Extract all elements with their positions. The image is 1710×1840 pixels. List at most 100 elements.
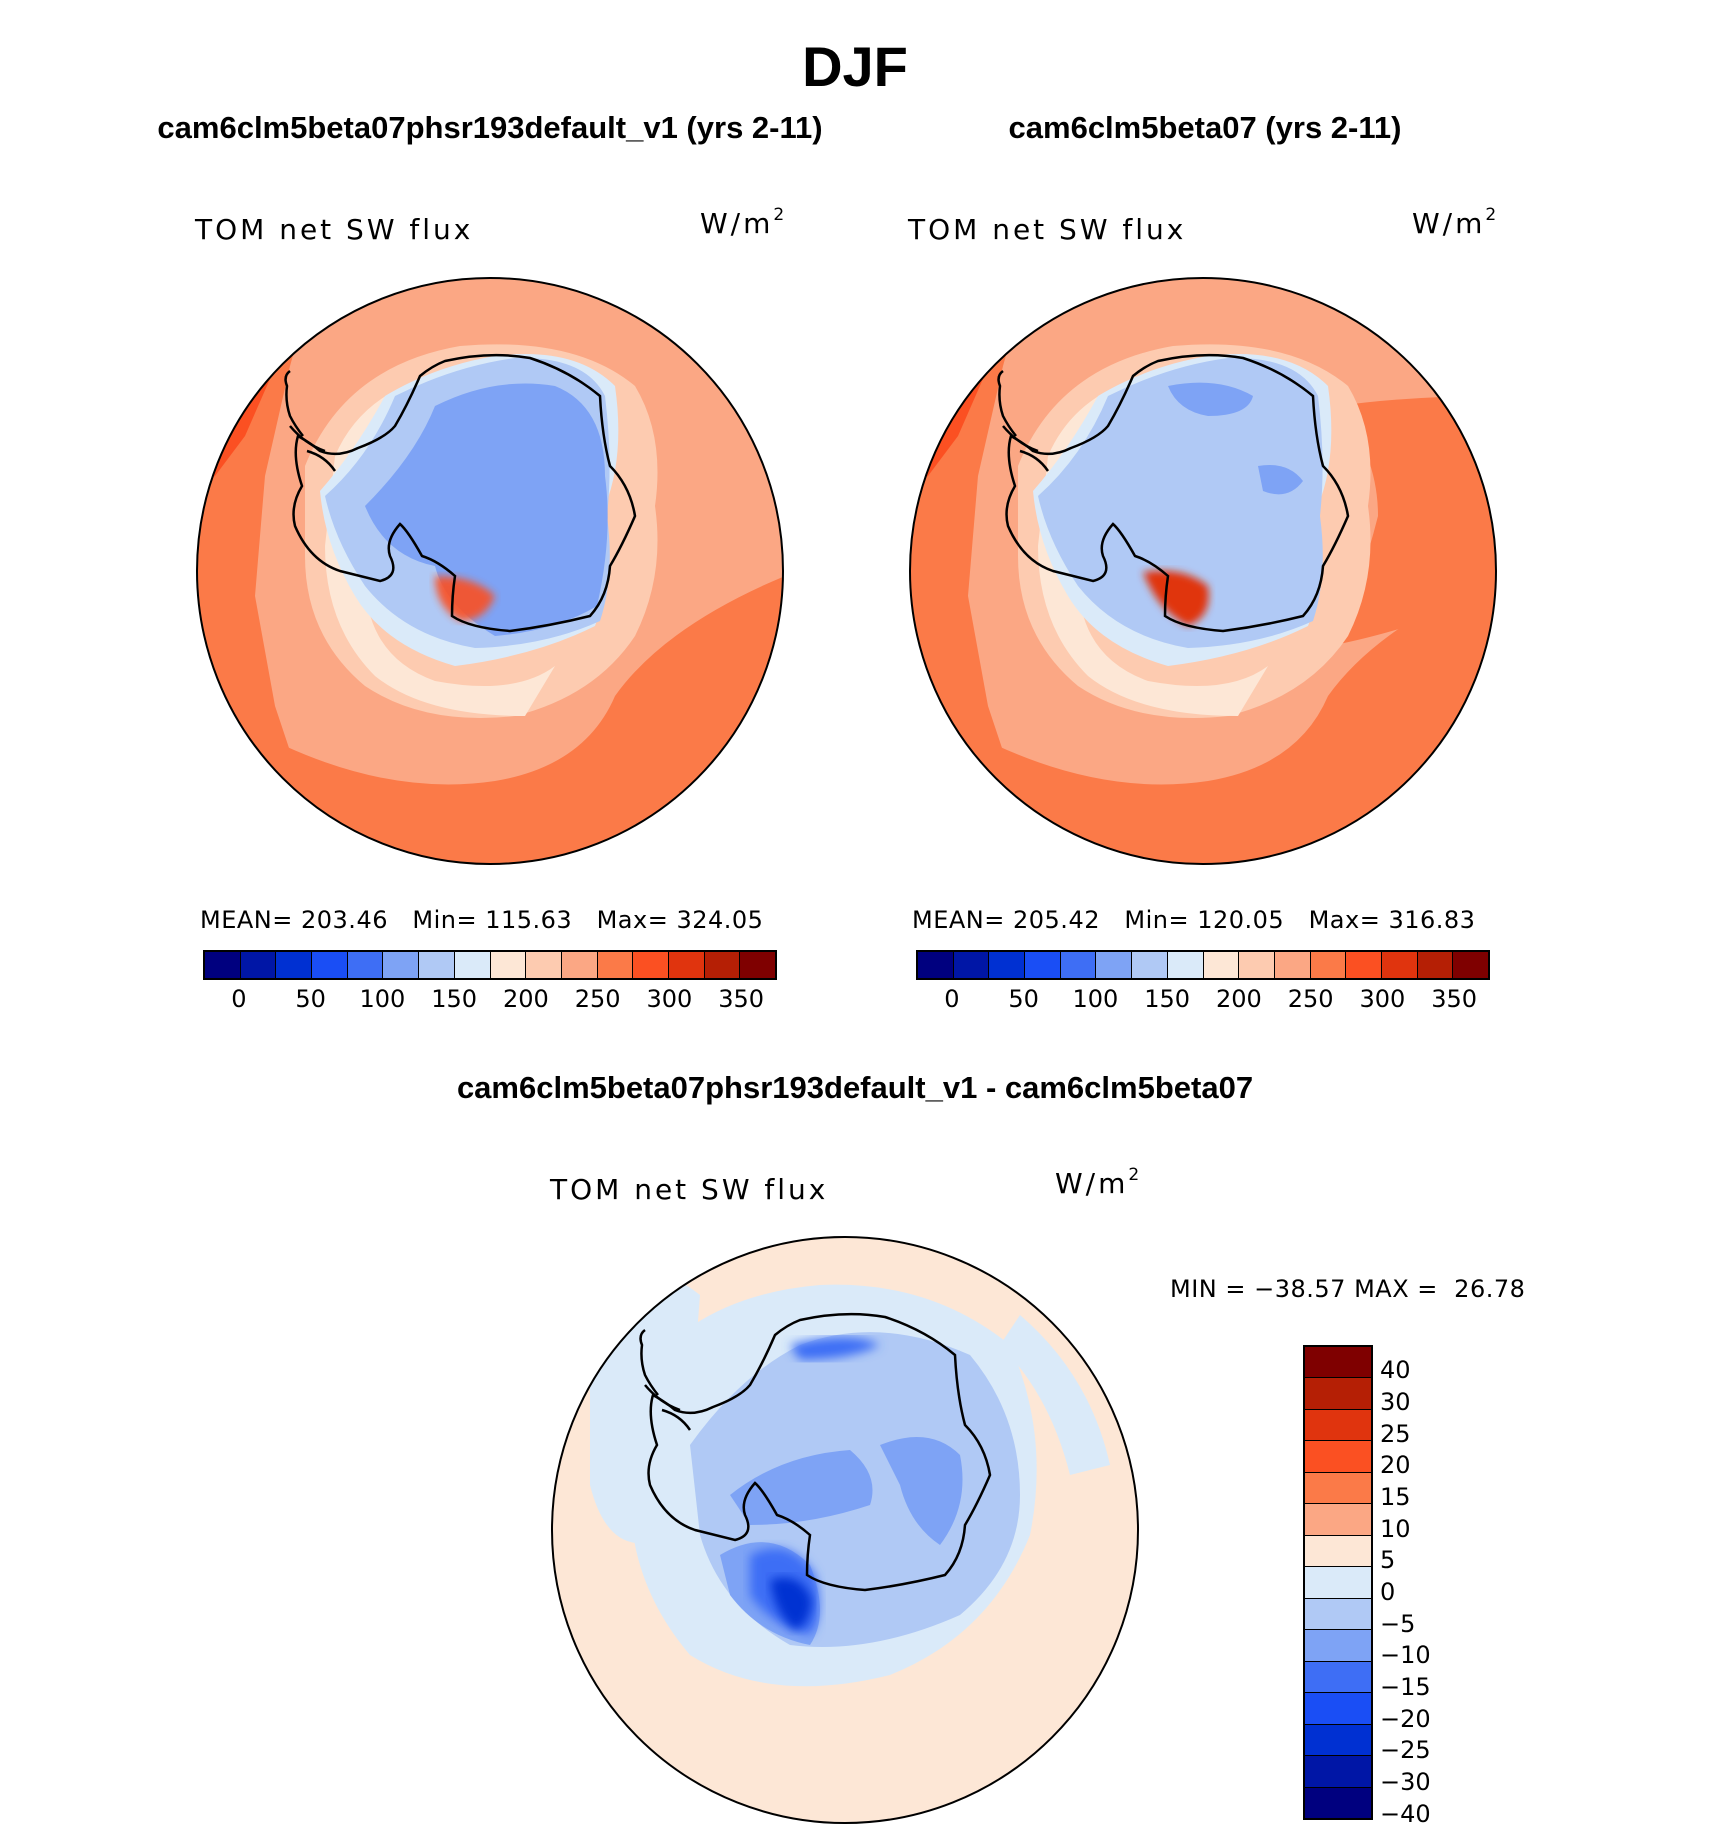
panel1-title: cam6clm5beta07phsr193default_v1 (yrs 2-1…	[157, 110, 823, 145]
colorbar-tick-label: 250	[574, 985, 621, 1013]
colorbar-swatch	[1305, 1567, 1371, 1599]
diff-colorbar-ticks: 40 30 25 20 15 10 5 0 −5 −10 −15 −20 −25 −30 −40	[1380, 1345, 1460, 1827]
colorbar-swatch	[1096, 952, 1133, 978]
panel1-stats: MEAN= 203.46 Min= 115.63 Max= 324.05	[200, 906, 764, 934]
colorbar-tick-label: 40	[1380, 1356, 1411, 1385]
panel2-ice-mid-patch2	[1258, 465, 1303, 495]
panel2-ocean-warm-east	[1328, 396, 1496, 646]
colorbar-swatch	[1305, 1787, 1371, 1819]
colorbar-tick-label: 350	[718, 985, 765, 1013]
diff-blue-strong-north	[790, 1337, 880, 1360]
colorbar-swatch	[240, 952, 277, 978]
colorbar-tick-label: 0	[1380, 1578, 1396, 1606]
colorbar-tick-label: 5	[1380, 1546, 1396, 1575]
panel2-title: cam6clm5beta07 (yrs 2-11)	[1008, 110, 1402, 145]
colorbar-swatch	[1203, 952, 1240, 978]
panel1-ocean-warm-south	[275, 576, 783, 864]
colorbar-swatch	[1305, 1535, 1371, 1568]
diff-blue-deep	[770, 1577, 812, 1630]
colorbar-swatch	[633, 952, 669, 978]
panel2-coastline	[1005, 353, 1350, 633]
panel2-colorbar	[916, 950, 1490, 980]
diff-units-label: W/m2	[1055, 1165, 1140, 1200]
colorbar-tick-label: 100	[1072, 985, 1119, 1013]
diff-blue-mid-2	[880, 1437, 963, 1545]
panel1-red-patch	[435, 576, 495, 621]
colorbar-swatch	[276, 952, 313, 978]
panel2-red-patch	[1143, 570, 1209, 626]
colorbar-swatch	[490, 952, 527, 978]
diff-peninsula	[639, 1328, 692, 1431]
colorbar-tick-label: 0	[944, 985, 960, 1013]
diff-coastline	[647, 1312, 992, 1592]
season-title: DJF	[802, 35, 908, 98]
panel1-peninsula	[284, 369, 337, 472]
colorbar-tick-label: 250	[1287, 985, 1334, 1013]
colorbar-swatch	[1305, 1693, 1371, 1725]
colorbar-swatch	[419, 952, 455, 978]
colorbar-tick-label: 50	[295, 985, 326, 1013]
colorbar-swatch	[1305, 1409, 1371, 1442]
colorbar-tick-label: 0	[231, 985, 247, 1013]
colorbar-swatch	[1305, 1598, 1371, 1631]
colorbar-tick-label: −25	[1380, 1736, 1431, 1765]
colorbar-swatch	[953, 952, 990, 978]
diff-map	[551, 1236, 1139, 1824]
diff-title: cam6clm5beta07phsr193default_v1 - cam6cl…	[456, 1070, 1254, 1105]
colorbar-swatch	[1305, 1472, 1371, 1505]
colorbar-swatch	[597, 952, 634, 978]
panel2-ocean-warm-south	[988, 576, 1496, 864]
colorbar-swatch	[1305, 1756, 1371, 1788]
colorbar-swatch	[1305, 1661, 1371, 1694]
colorbar-swatch	[347, 952, 384, 978]
colorbar-swatch	[740, 952, 775, 978]
colorbar-tick-label: 100	[359, 985, 406, 1013]
colorbar-swatch	[918, 952, 954, 978]
diff-minmax: MIN = −38.57 MAX = 26.78	[1170, 1275, 1526, 1303]
colorbar-tick-label: 10	[1380, 1514, 1411, 1543]
panel1-ice-mid	[365, 383, 608, 636]
colorbar-swatch	[1239, 952, 1275, 978]
colorbar-swatch	[454, 952, 491, 978]
panel1-variable-label: TOM net SW flux	[195, 213, 474, 246]
colorbar-swatch	[526, 952, 562, 978]
colorbar-swatch	[1381, 952, 1418, 978]
colorbar-swatch	[383, 952, 420, 978]
panel2-ice-light	[1038, 357, 1323, 648]
colorbar-swatch	[1305, 1724, 1371, 1757]
panel1-map	[196, 277, 784, 865]
colorbar-swatch	[1305, 1630, 1371, 1662]
colorbar-swatch	[1274, 952, 1311, 978]
colorbar-swatch	[1305, 1378, 1371, 1410]
colorbar-swatch	[1025, 952, 1061, 978]
colorbar-tick-label: 350	[1431, 985, 1478, 1013]
panel1-colorbar-ticks: 0 50 100 150 200 250 300 350	[203, 985, 777, 1015]
colorbar-tick-label: 150	[431, 985, 478, 1013]
colorbar-tick-label: 25	[1380, 1419, 1411, 1448]
diff-variable-label: TOM net SW flux	[550, 1173, 829, 1206]
colorbar-tick-label: −40	[1380, 1799, 1431, 1828]
colorbar-tick-label: 50	[1008, 985, 1039, 1013]
colorbar-swatch	[1310, 952, 1347, 978]
colorbar-swatch	[1417, 952, 1454, 978]
colorbar-tick-label: 200	[502, 985, 549, 1013]
colorbar-tick-label: 20	[1380, 1451, 1411, 1480]
panel2-variable-label: TOM net SW flux	[908, 213, 1187, 246]
colorbar-swatch	[1453, 952, 1488, 978]
panel2-map	[909, 277, 1497, 865]
panel1-coastline	[292, 353, 637, 633]
panel2-stats: MEAN= 205.42 Min= 120.05 Max= 316.83	[912, 906, 1476, 934]
colorbar-tick-label: 30	[1380, 1388, 1411, 1416]
colorbar-tick-label: −30	[1380, 1768, 1431, 1796]
colorbar-tick-label: 15	[1380, 1483, 1411, 1511]
colorbar-swatch	[312, 952, 348, 978]
panel2-units-label: W/m2	[1412, 205, 1497, 240]
colorbar-tick-label: −20	[1380, 1704, 1431, 1733]
panel2-ice-mid-patch1	[1168, 382, 1253, 416]
colorbar-swatch	[1305, 1441, 1371, 1473]
panel2-colorbar-ticks: 0 50 100 150 200 250 300 350	[916, 985, 1490, 1015]
colorbar-tick-label: 200	[1215, 985, 1262, 1013]
panel2-peninsula	[997, 369, 1050, 472]
diff-colorbar	[1303, 1345, 1373, 1820]
diff-blue-mid-1	[730, 1450, 873, 1525]
